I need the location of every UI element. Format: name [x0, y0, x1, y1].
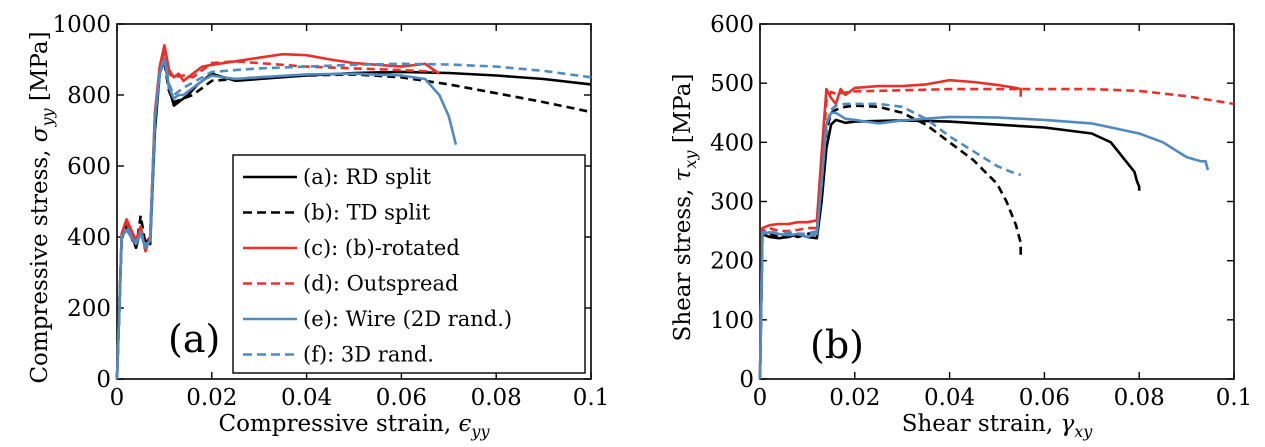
x-tick-label: 0.04	[924, 385, 975, 411]
series-line-d	[758, 87, 1235, 380]
legend-label: (d): Outspread	[303, 272, 458, 296]
y-tick-label: 400	[710, 130, 754, 156]
axes-frame	[116, 23, 592, 380]
x-axis-subscript: xy	[1074, 422, 1093, 441]
y-tick-label: 100	[710, 308, 754, 334]
series-line-c	[115, 43, 441, 380]
x-axis-subscript: yy	[470, 422, 490, 441]
x-tick-label: 0.06	[1019, 385, 1070, 411]
y-axis-subscript: yy	[38, 107, 57, 127]
y-tick-label: 200	[710, 249, 754, 275]
series-line-a	[758, 118, 1141, 380]
x-tick-label: 0.04	[281, 385, 332, 411]
chart-panel-a: 0 0.02 0.04 0.06 0.08 0.102004006008001000Com…	[27, 12, 609, 441]
y-tick-label: 500	[710, 71, 754, 97]
y-tick-label: 600	[710, 12, 754, 38]
x-tick-label: 0.08	[471, 385, 522, 411]
y-tick-label: 300	[710, 190, 754, 216]
x-tick-label: 0	[110, 385, 125, 411]
y-axis-label-text: Compressive stress,	[27, 142, 53, 383]
y-tick-label: 0	[96, 367, 111, 393]
x-tick-label: 0.1	[1216, 385, 1253, 411]
legend-box	[232, 154, 586, 374]
panel-label: (b)	[810, 323, 864, 367]
x-axis-label-text: Compressive strain,	[219, 411, 459, 437]
x-axis-symbol: ϵ	[459, 411, 472, 437]
x-tick-label: 0.02	[829, 385, 880, 411]
chart-panel-b: 0 0.02 0.04 0.06 0.08 0.1 0 100 200 300 400 500 600 S…	[670, 12, 1252, 441]
y-tick-label: 1000	[52, 12, 111, 38]
x-tick-label: 0.1	[573, 385, 610, 411]
legend-label: (f): 3D rand.	[303, 343, 434, 367]
y-axis-unit: [MPa]	[27, 31, 53, 108]
panel-label: (a)	[168, 317, 220, 361]
legend-label: (b): TD split	[303, 201, 431, 225]
y-axis-label: Compressive stress, σyy [MPa]	[27, 31, 57, 383]
y-tick-label: 0	[739, 367, 754, 393]
x-axis-label: Shear strain, γxy	[902, 411, 1094, 441]
x-axis-symbol: γ	[1060, 411, 1074, 437]
x-axis-label-text: Shear strain,	[902, 411, 1061, 437]
x-tick-label: 0	[753, 385, 768, 411]
series-line-c	[758, 78, 1023, 380]
series-line-e	[758, 111, 1210, 380]
x-tick-label: 0.02	[186, 385, 237, 411]
series-line-f	[758, 102, 1022, 380]
legend-label: (a): RD split	[303, 165, 432, 189]
series-line-b	[758, 104, 1023, 380]
y-tick-label: 800	[67, 83, 111, 109]
y-tick-label: 400	[67, 225, 111, 251]
y-axis-symbol: σ	[27, 125, 53, 142]
y-tick-label: 600	[67, 154, 111, 180]
x-tick-label: 0.08	[1114, 385, 1165, 411]
y-axis-subscript: xy	[681, 150, 700, 169]
legend-label: (e): Wire (2D rand.)	[303, 307, 512, 331]
x-axis-label: Compressive strain, ϵyy	[219, 411, 491, 441]
y-axis-label-text: Shear stress,	[670, 181, 696, 341]
x-tick-label: 0.06	[376, 385, 427, 411]
y-tick-label: 200	[67, 296, 111, 322]
y-axis-unit: [MPa]	[670, 74, 696, 151]
y-axis-label: Shear stress, τxy [MPa]	[670, 74, 700, 342]
y-axis-symbol: τ	[670, 167, 696, 181]
legend-label: (c): (b)-rotated	[303, 236, 460, 260]
series-line-f	[115, 56, 592, 380]
